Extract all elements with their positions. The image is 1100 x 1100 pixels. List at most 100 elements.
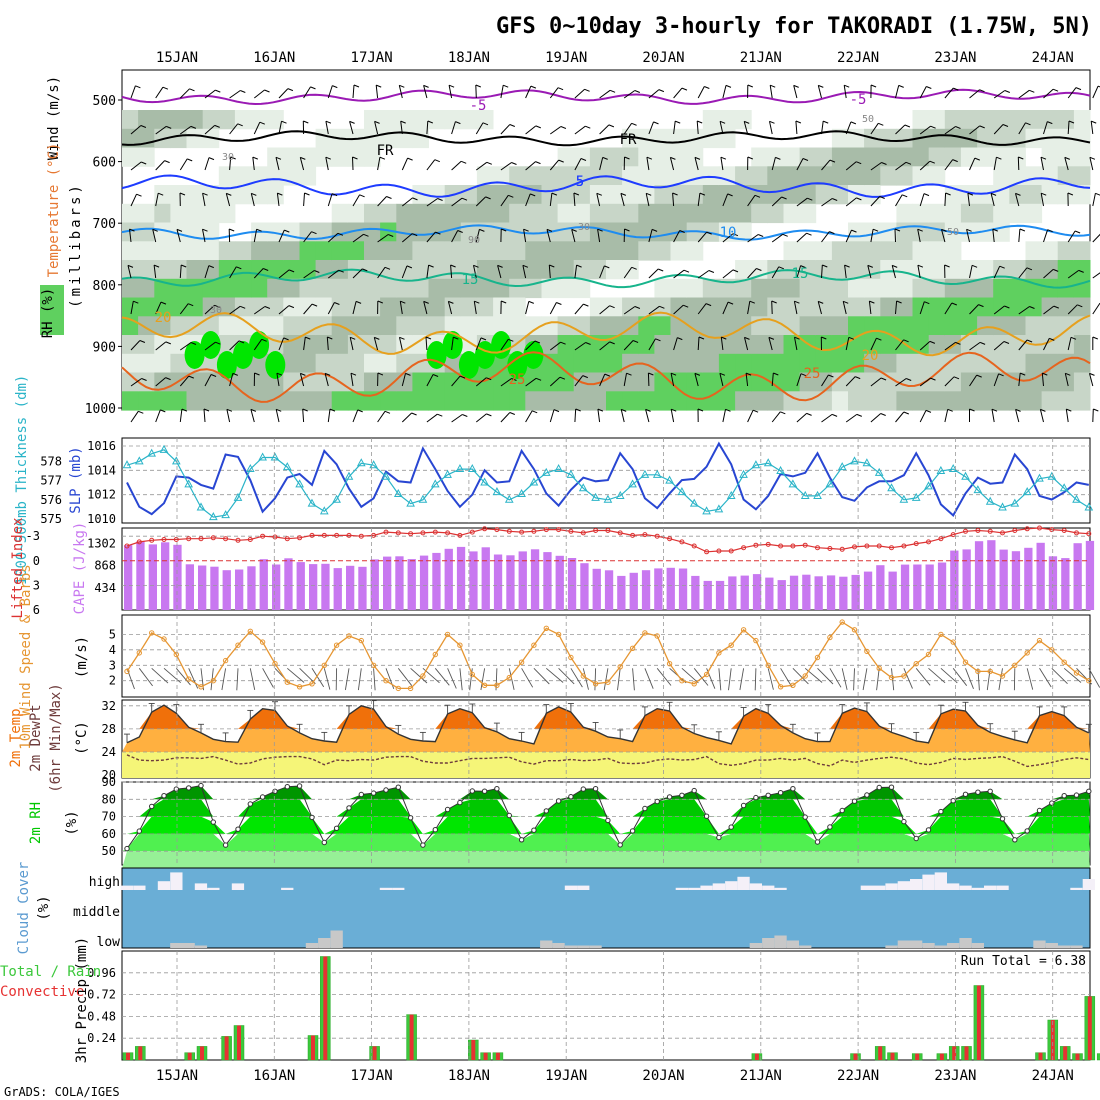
precip-conv-bar: [1050, 1020, 1055, 1060]
wind-barb-flag: [1040, 156, 1047, 160]
rh-cell: [848, 260, 865, 280]
wind-barb-flag: [153, 264, 160, 268]
wind-barb: [1018, 122, 1026, 135]
rh-cell: [525, 372, 542, 392]
rh-cell: [589, 147, 607, 167]
wind-barb: [204, 304, 215, 315]
rh-marker: [407, 815, 414, 821]
rh-cell: [751, 335, 768, 355]
rh-core: [184, 341, 205, 369]
precip-conv-ylabel: Convective: [0, 984, 84, 1000]
wind-barb-flag: [749, 300, 755, 304]
wind-barb: [944, 192, 947, 207]
wind-barb: [426, 413, 438, 423]
rh-cell: [122, 260, 139, 280]
cape-bar: [641, 570, 651, 610]
rh-cell: [234, 260, 252, 280]
rh-cell: [251, 297, 268, 317]
rh-cell: [428, 316, 446, 336]
wind-barb-flag: [648, 372, 654, 376]
wind-barb: [130, 301, 134, 315]
li-marker: [852, 544, 857, 550]
wind-barb: [993, 341, 1005, 351]
wind-barb: [944, 409, 949, 423]
wind-barb: [845, 161, 857, 171]
rh-cell: [525, 166, 542, 186]
wind-barb: [451, 160, 462, 171]
minmax-ylabel: (6hr Min/Max): [48, 683, 64, 793]
li-line: [126, 527, 1089, 553]
rh-cell: [283, 278, 300, 299]
rh-cell: [251, 353, 268, 374]
wind-barb: [944, 302, 953, 315]
wind-barb: [426, 198, 438, 207]
rh-cell: [509, 391, 526, 411]
rh-cell: [831, 241, 849, 261]
wind-barb-flag: [136, 193, 142, 197]
wind-barb-flag: [405, 372, 411, 376]
wind-marker: [802, 673, 808, 679]
slp-tick: 1014: [87, 463, 116, 477]
wind-barb: [694, 373, 699, 387]
rh-cell: [1041, 316, 1059, 336]
rh-cell: [525, 241, 542, 261]
rh-cell: [557, 203, 575, 224]
wind-barb: [451, 197, 463, 207]
cape-bar: [604, 570, 614, 610]
wind-barb: [1092, 193, 1096, 207]
cloud-high-bar: [120, 885, 134, 890]
wind-barb-flag: [806, 412, 812, 416]
li-marker: [802, 542, 808, 548]
rh-cell: [428, 278, 446, 299]
bottom-day-label: 22JAN: [837, 1068, 879, 1084]
rh-cell: [331, 335, 349, 355]
rh-cell: [1041, 110, 1059, 130]
li-tick: 0: [33, 554, 40, 568]
rh-cell: [138, 278, 155, 299]
rh-cell: [751, 391, 768, 411]
precip-conv-bar: [1038, 1052, 1043, 1060]
isotherm-label: 5: [576, 174, 584, 190]
isotherms: [121, 88, 1091, 403]
rh-cell: [848, 391, 865, 411]
cape-bar: [962, 549, 971, 610]
wind-barb: [620, 409, 625, 423]
wind-barb-flag: [1029, 89, 1035, 93]
wind-marker: [938, 631, 944, 638]
rh-cell: [202, 203, 220, 224]
rh-cell: [1057, 391, 1075, 411]
wind-barb-flag: [1070, 336, 1077, 340]
dewpt-ylabel: 2m DewPt: [28, 704, 44, 771]
rh-cell: [283, 222, 300, 242]
thickness-ylabel: 1000~500mb Thickness (dm): [14, 375, 30, 586]
thickness-marker: [480, 477, 489, 486]
rh-cell: [186, 391, 204, 411]
rh-cell: [799, 297, 817, 317]
cape-bar: [333, 568, 342, 610]
thickness-marker: [517, 488, 526, 498]
isotherm-label: 20: [862, 348, 879, 364]
wind-barb: [845, 229, 852, 243]
wind-marker: [358, 637, 364, 644]
wind-barb: [895, 161, 907, 171]
cloud-high-bar: [910, 879, 923, 890]
rh-core: [249, 331, 270, 359]
rh-cell: [170, 110, 187, 130]
wind-barb: [845, 376, 856, 387]
wind-barb: [697, 336, 700, 351]
wind-barb: [130, 85, 136, 99]
rh-cell: [912, 203, 930, 224]
precip-conv-bar: [952, 1046, 957, 1060]
rh-cell: [1025, 185, 1043, 205]
rh-cell: [525, 222, 542, 242]
rh-cell: [1041, 391, 1059, 411]
wind-barb-flag: [509, 124, 515, 127]
rh-cell: [138, 297, 155, 317]
wind-barb-flag: [277, 192, 283, 196]
wind-barb: [821, 374, 829, 387]
bottom-day-label: 18JAN: [448, 1068, 490, 1084]
rh-cell: [138, 335, 155, 355]
li-marker: [247, 537, 253, 542]
rh-cell: [267, 260, 284, 280]
